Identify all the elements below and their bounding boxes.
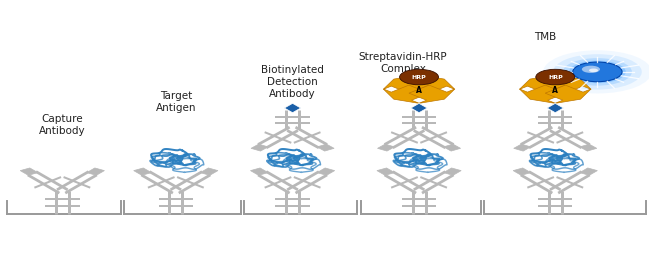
- Polygon shape: [86, 168, 105, 175]
- Polygon shape: [580, 144, 597, 151]
- Polygon shape: [545, 75, 591, 93]
- Text: Streptavidin-HRP
Complex: Streptavidin-HRP Complex: [359, 53, 447, 74]
- Text: HRP: HRP: [411, 75, 426, 80]
- Polygon shape: [134, 168, 151, 175]
- Polygon shape: [411, 103, 427, 113]
- Polygon shape: [384, 75, 429, 93]
- Polygon shape: [317, 168, 335, 175]
- Polygon shape: [377, 168, 395, 175]
- Circle shape: [563, 58, 632, 86]
- Polygon shape: [519, 75, 566, 93]
- Polygon shape: [317, 144, 334, 151]
- Text: Target
Antigen: Target Antigen: [155, 91, 196, 113]
- Polygon shape: [443, 144, 461, 151]
- Polygon shape: [20, 168, 38, 175]
- Text: Capture
Antibody: Capture Antibody: [39, 114, 86, 136]
- Text: TMB: TMB: [534, 32, 556, 42]
- Polygon shape: [580, 168, 597, 175]
- Polygon shape: [409, 75, 455, 93]
- Polygon shape: [251, 144, 268, 151]
- Text: Biotinylated
Detection
Antibody: Biotinylated Detection Antibody: [261, 65, 324, 99]
- Text: HRP: HRP: [548, 75, 563, 80]
- Circle shape: [543, 50, 650, 94]
- Polygon shape: [519, 85, 566, 103]
- Text: A: A: [416, 86, 422, 95]
- Circle shape: [573, 62, 622, 82]
- Polygon shape: [514, 144, 531, 151]
- Circle shape: [589, 69, 598, 72]
- Polygon shape: [545, 85, 591, 103]
- Circle shape: [553, 54, 642, 89]
- Polygon shape: [384, 85, 429, 103]
- Polygon shape: [250, 168, 268, 175]
- Polygon shape: [513, 168, 531, 175]
- Polygon shape: [200, 168, 218, 175]
- Polygon shape: [285, 103, 301, 113]
- Text: A: A: [552, 86, 558, 95]
- Circle shape: [569, 61, 626, 83]
- Polygon shape: [409, 85, 455, 103]
- Polygon shape: [378, 144, 395, 151]
- Circle shape: [536, 69, 575, 85]
- Polygon shape: [443, 168, 461, 175]
- Polygon shape: [547, 103, 564, 113]
- Circle shape: [582, 66, 600, 73]
- Circle shape: [400, 69, 439, 85]
